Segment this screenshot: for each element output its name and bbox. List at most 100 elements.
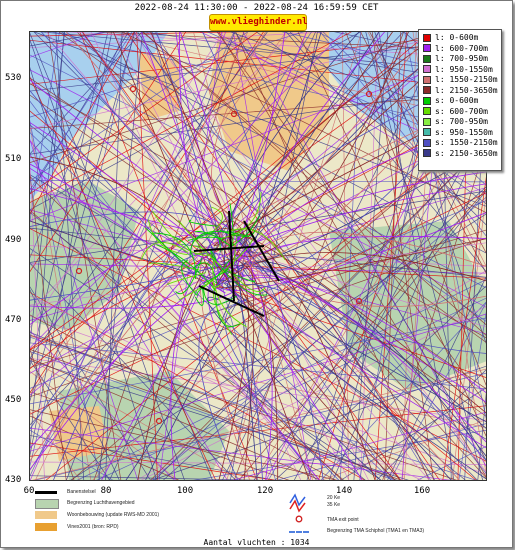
y-tick-label: 490 — [5, 235, 22, 245]
flight-track — [152, 210, 212, 256]
flight-track — [248, 277, 487, 444]
legend-swatch — [423, 96, 431, 105]
flight-track — [29, 410, 82, 481]
flight-track — [245, 31, 322, 253]
flight-track — [221, 31, 446, 481]
legend-swatch — [423, 128, 431, 136]
flight-track — [203, 268, 229, 284]
runway-swatch — [35, 491, 57, 494]
flight-track — [375, 368, 487, 481]
flight-track — [29, 227, 487, 463]
flight-track — [242, 31, 487, 469]
flight-track — [147, 219, 188, 256]
flight-track — [236, 237, 273, 481]
x-tick-label: 80 — [100, 486, 112, 496]
flight-track — [210, 250, 217, 266]
flight-track — [29, 427, 457, 481]
flight-track — [57, 31, 487, 344]
flight-track — [40, 31, 219, 273]
flight-track — [178, 220, 222, 267]
flight-track — [29, 31, 250, 182]
flight-track — [29, 49, 487, 222]
altitude-legend: l: 0-600m l: 600-700m l: 700-950m l: 950… — [418, 29, 502, 171]
flight-track — [29, 358, 244, 481]
y-tick-label: 530 — [5, 73, 22, 83]
legend-swatch — [423, 33, 431, 42]
flight-track — [52, 232, 216, 481]
flight-track — [229, 269, 266, 292]
tma-exit-point-icon — [295, 515, 303, 523]
noise-contour-icon — [289, 493, 306, 513]
flight-track — [374, 31, 487, 346]
flight-tracks — [29, 31, 487, 481]
legend-item: s: 0-600m — [419, 96, 501, 107]
flight-track — [233, 171, 487, 273]
tma-exit-label: TMA exit point — [327, 517, 359, 523]
flight-track — [29, 31, 467, 130]
flight-track — [213, 183, 487, 262]
runway — [243, 220, 280, 282]
legend-swatch — [423, 44, 431, 52]
flight-track — [187, 236, 225, 241]
flight-track — [178, 279, 213, 301]
flight-track — [29, 227, 487, 278]
flight-track — [152, 232, 196, 280]
residential-swatch — [35, 511, 57, 519]
flight-track — [149, 141, 487, 481]
flight-track — [442, 172, 487, 481]
tma-boundary-label: Begrenzing TMA Schiphol (TMA1 en TMA3) — [327, 528, 425, 534]
flight-track — [224, 300, 340, 481]
vinex-label: Vinex2001 (bron: RPD) — [67, 524, 119, 530]
flight-track — [156, 244, 217, 292]
flight-track — [240, 229, 487, 354]
legend-item: l: 600-700m — [419, 44, 501, 55]
flight-track — [29, 285, 152, 481]
flight-track — [213, 285, 233, 336]
flight-track — [29, 434, 280, 481]
flight-track — [29, 329, 176, 481]
flight-track — [98, 31, 143, 481]
flight-track — [140, 242, 189, 260]
flight-track — [31, 31, 487, 73]
tma-exit-point — [75, 267, 83, 275]
flight-track — [339, 31, 362, 481]
y-tick-label: 470 — [5, 315, 22, 325]
flight-track — [29, 429, 115, 481]
flight-track — [154, 31, 432, 481]
legend-swatch — [423, 86, 431, 94]
legend-swatch — [423, 107, 431, 115]
flight-track — [332, 124, 487, 481]
flight-track — [29, 31, 135, 470]
x-tick-label: 100 — [176, 486, 194, 496]
flight-track — [29, 31, 259, 195]
runway — [198, 285, 265, 317]
flight-track-map[interactable] — [29, 31, 487, 481]
flight-track — [29, 31, 269, 360]
flight-track — [29, 140, 45, 481]
flight-track — [29, 64, 158, 481]
legend-item: s: 700-950m — [419, 117, 501, 128]
kv20-label: 20 Ke — [327, 495, 341, 501]
flight-track — [214, 224, 310, 481]
flight-track — [29, 252, 245, 431]
legend-item: l: 2150-3650m — [419, 86, 501, 97]
tma-boundary-swatch — [289, 531, 309, 533]
flight-track — [215, 31, 394, 286]
flight-track — [232, 31, 312, 481]
flight-track — [29, 190, 487, 263]
flight-track — [29, 31, 294, 314]
tma-exit-point — [129, 85, 137, 93]
flight-track — [402, 31, 417, 481]
site-link[interactable]: www.vlieghinder.nl — [209, 14, 308, 31]
flight-track — [29, 166, 67, 481]
legend-swatch — [423, 75, 431, 84]
flight-track — [319, 300, 487, 481]
flight-track — [234, 31, 430, 481]
flight-track — [203, 288, 237, 305]
flight-track — [29, 31, 225, 330]
x-tick-label: 120 — [256, 486, 274, 496]
flight-track — [189, 429, 487, 481]
flight-track — [139, 305, 487, 481]
flight-track — [29, 78, 234, 228]
